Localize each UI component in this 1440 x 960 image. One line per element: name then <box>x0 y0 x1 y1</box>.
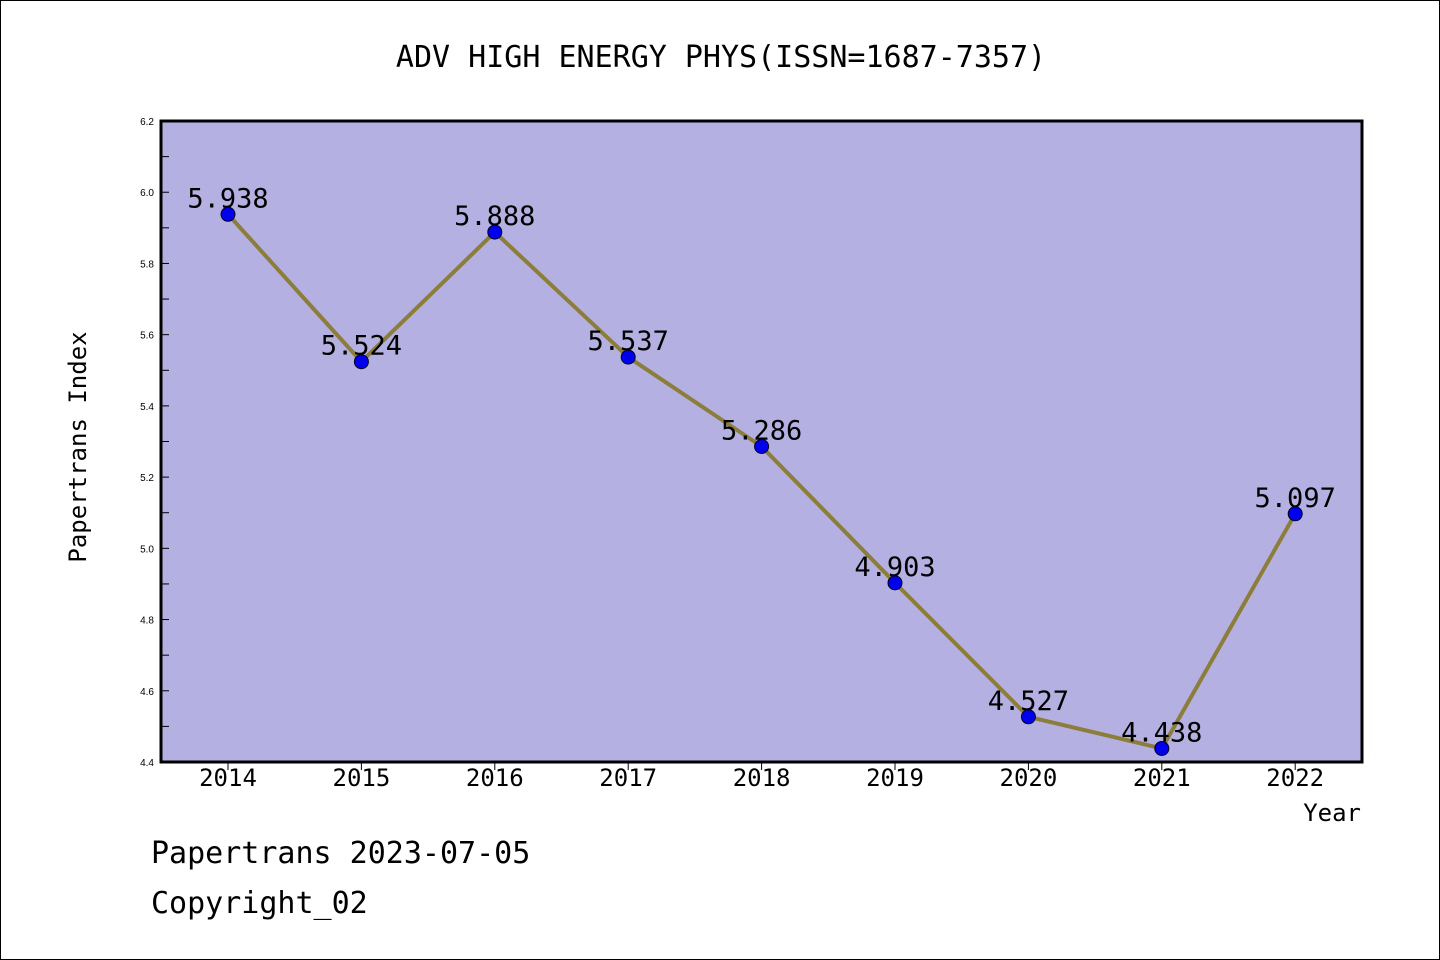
y-tick-label: 6.0 <box>140 188 154 199</box>
x-tick-label: 2017 <box>599 764 657 792</box>
data-label: 5.524 <box>321 331 402 362</box>
data-point <box>620 349 636 365</box>
y-tick-label: 5.2 <box>140 473 154 484</box>
x-tick-label: 2016 <box>466 764 524 792</box>
data-label: 5.938 <box>187 183 268 214</box>
y-tick-label: 5.6 <box>140 331 154 342</box>
y-tick-label: 4.6 <box>140 687 154 698</box>
data-point <box>220 206 236 222</box>
y-tick-label: 6.2 <box>140 117 154 128</box>
data-point <box>1287 506 1303 522</box>
x-tick-label: 2019 <box>866 764 924 792</box>
data-point <box>1154 740 1170 756</box>
x-tick-label: 2022 <box>1266 764 1324 792</box>
x-tick-label: 2015 <box>333 764 391 792</box>
data-point <box>1020 709 1036 725</box>
x-tick-label: 2014 <box>199 764 257 792</box>
x-axis-label: Year <box>1303 799 1361 827</box>
y-tick-label: 4.8 <box>140 616 154 627</box>
data-point <box>487 224 503 240</box>
data-label: 5.888 <box>454 201 535 232</box>
y-tick-label: 5.0 <box>140 544 154 555</box>
plot-frame <box>159 119 1364 764</box>
data-point <box>754 438 770 454</box>
y-tick-label: 5.4 <box>140 402 154 413</box>
footer-date: Papertrans 2023-07-05 <box>151 836 531 871</box>
data-label: 5.097 <box>1255 483 1336 514</box>
data-point <box>887 575 903 591</box>
data-label: 4.903 <box>854 552 935 583</box>
data-label: 5.537 <box>588 326 669 357</box>
data-label: 4.438 <box>1121 717 1202 748</box>
data-point <box>353 354 369 370</box>
x-tick-label: 2020 <box>1000 764 1058 792</box>
y-tick-label: 4.4 <box>140 758 154 769</box>
y-tick-label: 5.8 <box>140 259 154 270</box>
chart-title: ADV HIGH ENERGY PHYS(ISSN=1687-7357) <box>396 40 1046 75</box>
x-tick-label: 2021 <box>1133 764 1191 792</box>
data-label: 4.527 <box>988 686 1069 717</box>
data-label: 5.286 <box>721 415 802 446</box>
footer-copyright: Copyright_02 <box>151 886 368 921</box>
y-axis-label: Papertrans Index <box>64 331 92 562</box>
x-tick-label: 2018 <box>733 764 791 792</box>
